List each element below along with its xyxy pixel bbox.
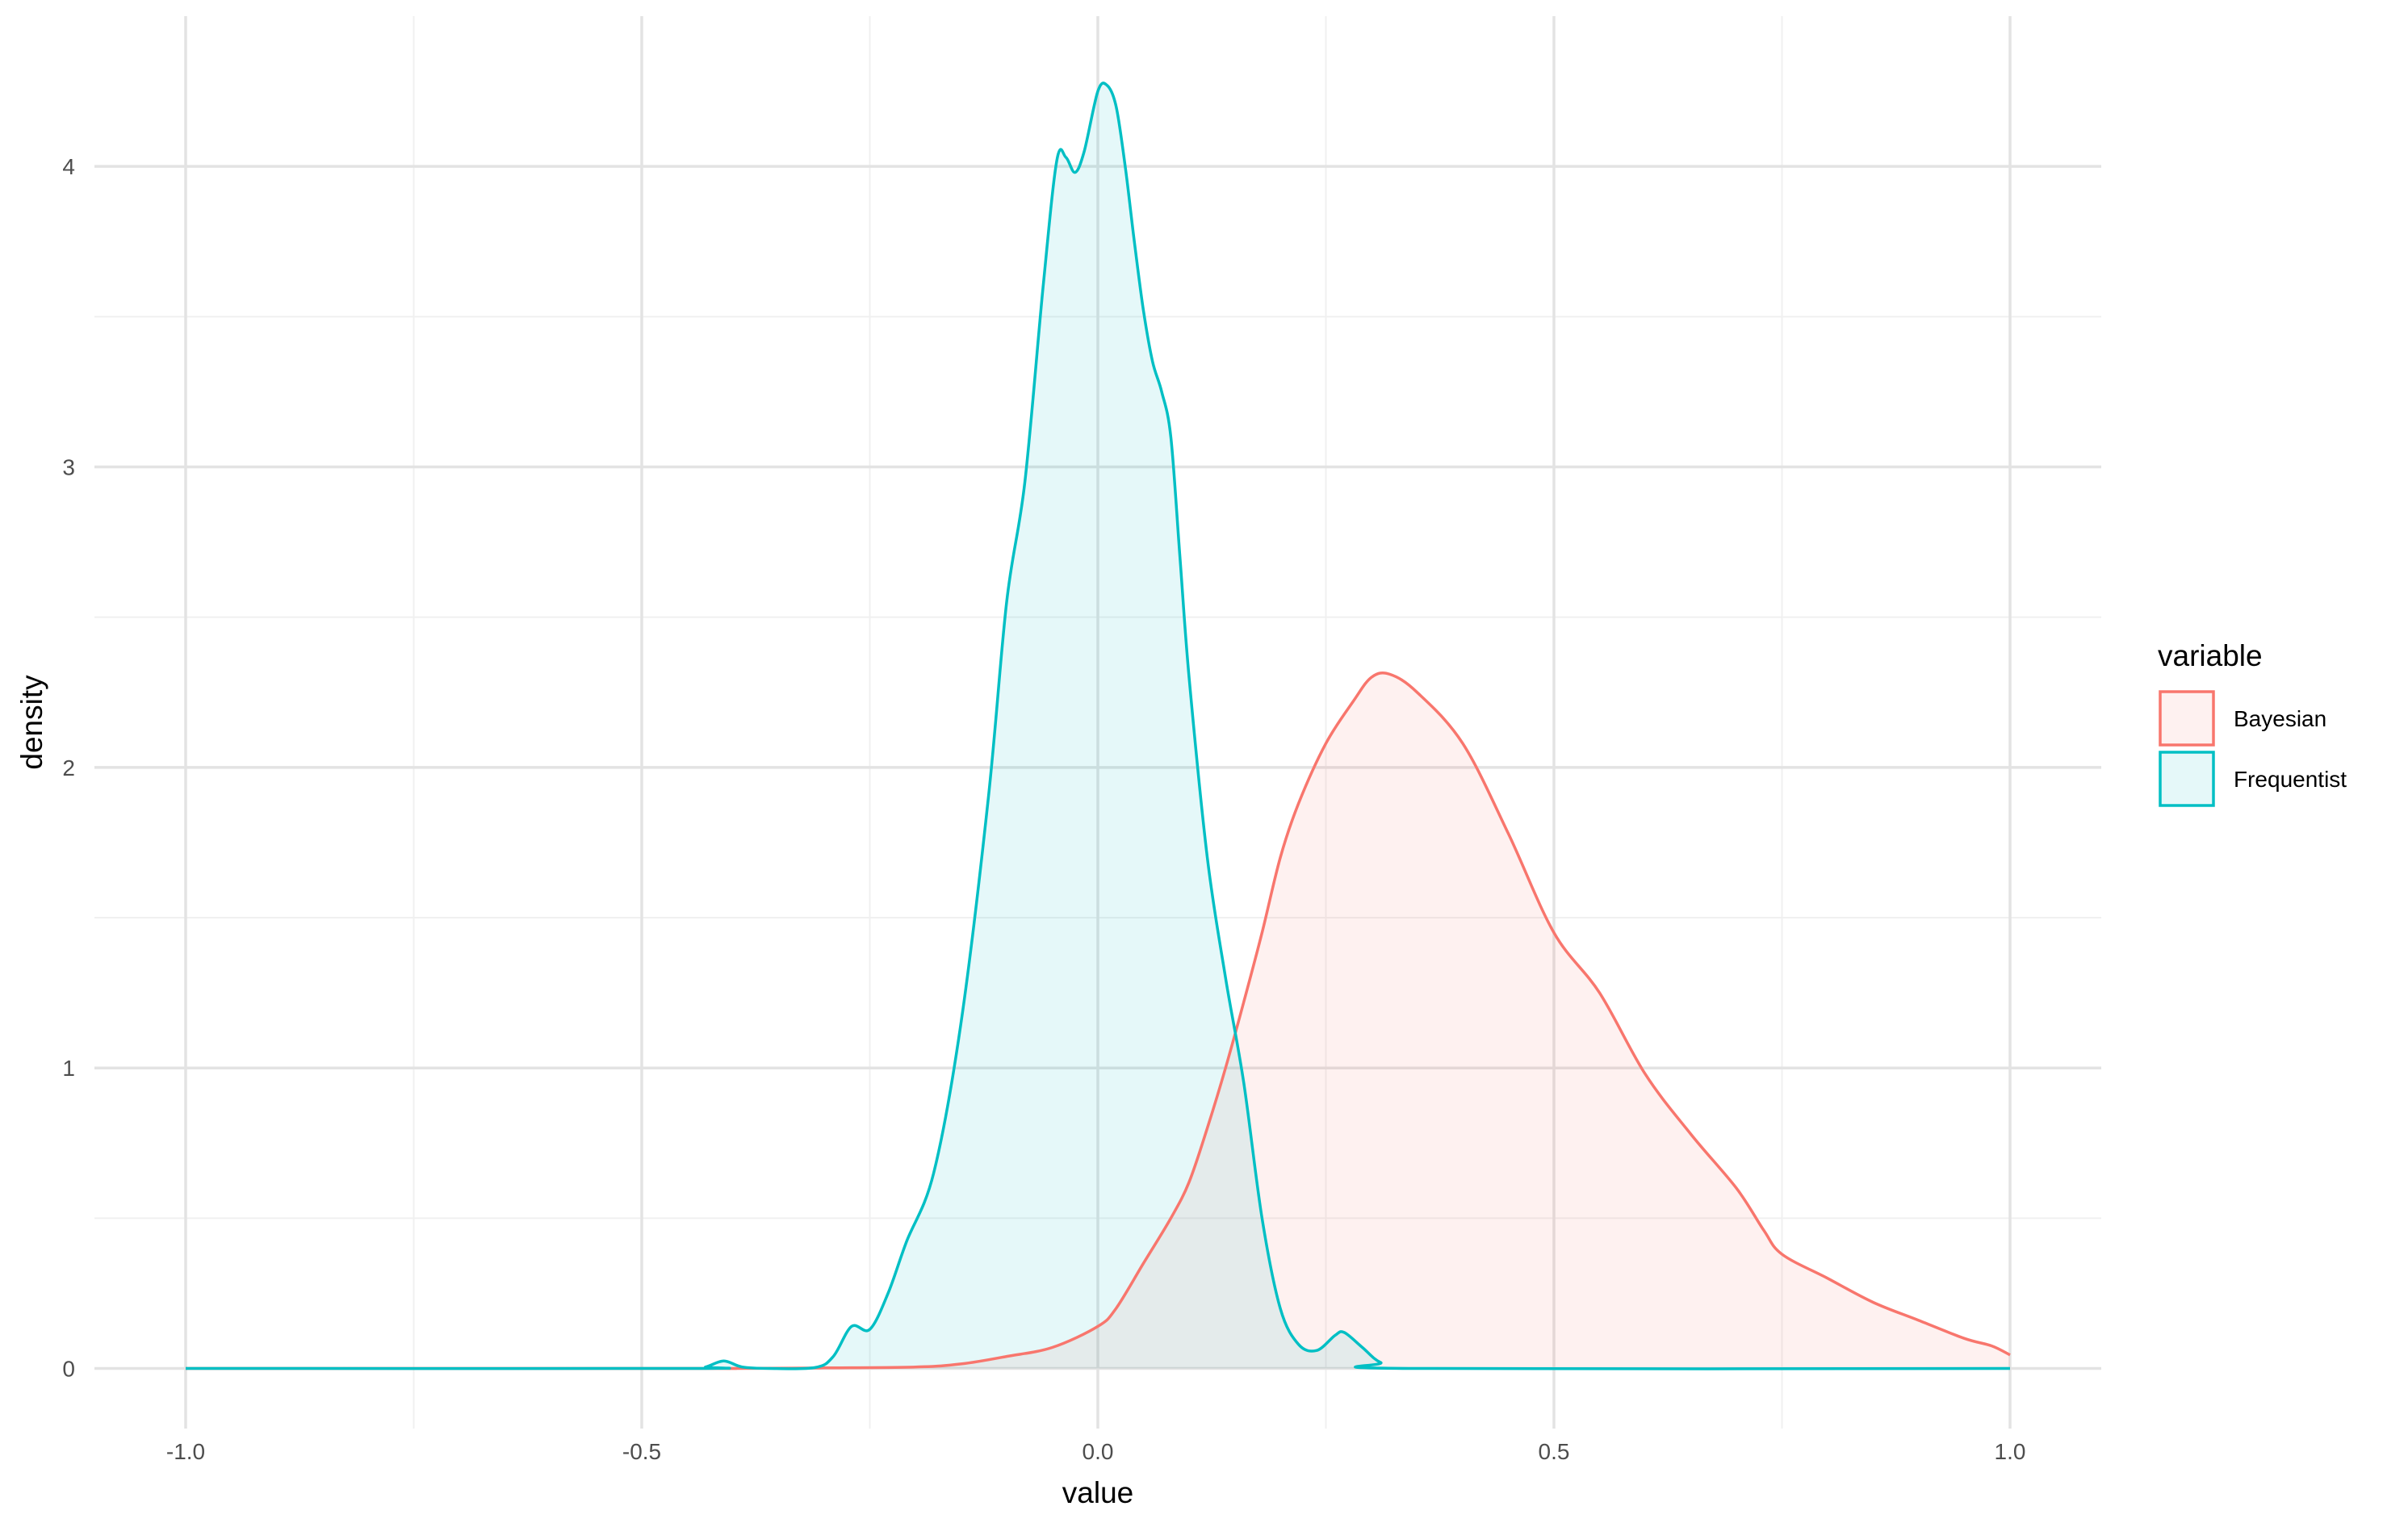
line-frequentist (185, 82, 2011, 1370)
y-axis-title: density (15, 675, 48, 770)
x-axis-ticks: -1.0 -0.5 0.0 0.5 1.0 (166, 1439, 2026, 1464)
legend-key-frequentist (2159, 751, 2215, 807)
line-bayesian (186, 672, 2011, 1370)
x-tick-label: 1.0 (1995, 1439, 2026, 1464)
legend-label-bayesian: Bayesian (2234, 706, 2326, 731)
y-axis-ticks: 0 1 2 3 4 (62, 154, 75, 1381)
x-tick-label: -1.0 (166, 1439, 205, 1464)
x-tick-label: 0.0 (1083, 1439, 1114, 1464)
x-axis-title: value (1062, 1476, 1133, 1509)
y-tick-label: 3 (62, 455, 75, 480)
x-tick-label: 0.5 (1539, 1439, 1570, 1464)
density-areas (186, 82, 2010, 1370)
legend-items: Bayesian Frequentist (2159, 690, 2347, 807)
legend-title: variable (2158, 639, 2263, 672)
area-bayesian (186, 672, 2010, 1369)
y-tick-label: 0 (62, 1357, 75, 1382)
density-lines (185, 82, 2011, 1370)
y-tick-label: 1 (62, 1056, 75, 1081)
x-tick-label: -0.5 (622, 1439, 661, 1464)
grid-lines (94, 16, 2101, 1429)
y-tick-label: 2 (62, 755, 75, 780)
legend-key-bayesian (2159, 690, 2215, 747)
legend-label-frequentist: Frequentist (2234, 767, 2347, 792)
legend: variable Bayesian Frequentist (2158, 639, 2347, 807)
area-frequentist (186, 82, 2010, 1370)
y-tick-label: 4 (62, 154, 75, 179)
